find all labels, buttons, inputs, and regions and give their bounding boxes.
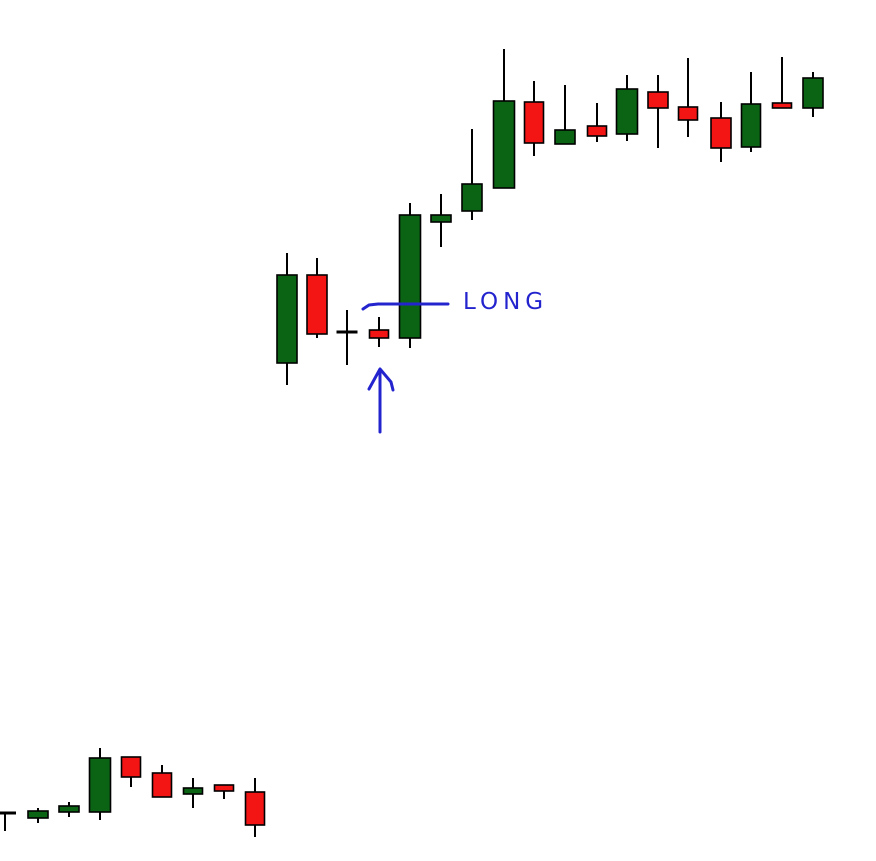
candle-27	[802, 72, 824, 117]
trade-annotation: LONG	[361, 289, 548, 434]
arrow-head	[367, 367, 395, 392]
candle-19	[554, 85, 576, 145]
candle-8	[213, 784, 235, 799]
candle-4	[88, 748, 112, 820]
candle-18	[523, 81, 545, 156]
candle-25	[740, 72, 762, 152]
candle-1	[0, 811, 16, 831]
candles-layer	[0, 49, 824, 837]
candle-9	[244, 778, 266, 837]
candle-17	[492, 49, 516, 189]
candle-2	[27, 808, 49, 823]
candle-16	[461, 129, 483, 220]
candle-6	[151, 765, 173, 798]
entry-line	[361, 302, 450, 311]
candle-26	[771, 57, 793, 109]
candle-10	[276, 253, 298, 385]
candle-13	[368, 317, 390, 347]
long-annotation-label: LONG	[463, 289, 548, 315]
candle-11	[306, 258, 328, 338]
candle-5	[120, 756, 142, 787]
up-arrow-icon	[367, 367, 395, 434]
candle-24	[710, 102, 732, 162]
candle-15	[430, 194, 452, 247]
candle-21	[615, 75, 639, 141]
candle-12	[336, 310, 358, 365]
candle-14	[398, 203, 422, 348]
candle-20	[586, 103, 608, 142]
candle-7	[182, 778, 204, 808]
candle-23	[677, 58, 699, 137]
candle-3	[58, 802, 80, 817]
candle-22	[647, 75, 669, 148]
